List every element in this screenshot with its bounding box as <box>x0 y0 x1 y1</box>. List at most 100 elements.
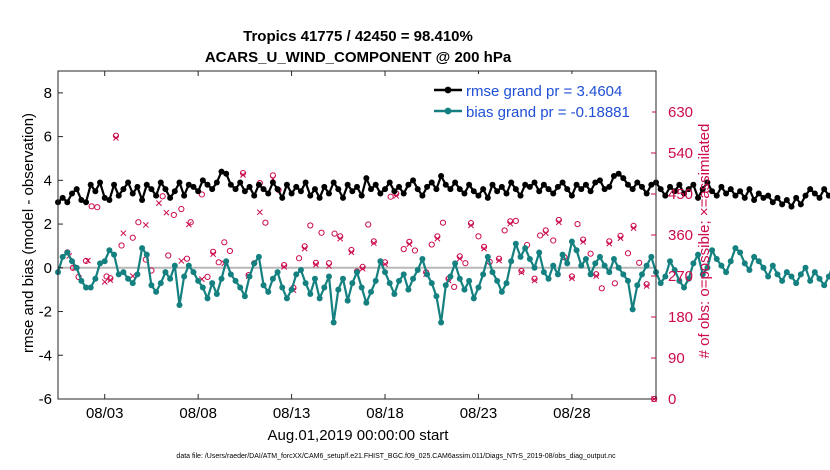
obs-possible-point <box>118 242 125 249</box>
obs-assimilated-point <box>593 273 600 279</box>
rmse-point <box>624 181 631 188</box>
bias-point <box>816 275 823 282</box>
bias-point <box>536 249 543 256</box>
rmse-point <box>227 181 234 188</box>
rmse-point <box>185 181 192 188</box>
rmse-point <box>269 179 276 186</box>
y-tick-label: 4 <box>44 172 52 189</box>
bias-point <box>447 273 454 280</box>
obs-possible-point <box>226 247 234 255</box>
rmse-point <box>260 186 267 193</box>
rmse-point <box>755 190 762 197</box>
bias-point <box>723 269 730 276</box>
rmse-point <box>64 199 71 206</box>
obs-assimilated-point <box>112 135 119 141</box>
obs-possible-point <box>550 237 557 244</box>
bias-point <box>774 271 781 278</box>
rmse-point <box>246 183 253 190</box>
obs-assimilated-stroke <box>406 241 413 248</box>
bias-point <box>690 260 697 267</box>
obs-possible-point <box>312 259 319 266</box>
obs-assimilated-point <box>456 255 463 262</box>
bias-point <box>167 275 174 282</box>
bias-point <box>218 275 225 282</box>
bias-point <box>512 240 519 247</box>
rmse-point <box>480 186 487 193</box>
rmse-point <box>489 181 496 188</box>
obs-assimilated-stroke <box>518 269 525 276</box>
rmse-point <box>396 183 403 190</box>
bias-point <box>279 284 286 291</box>
bias-point <box>87 284 94 291</box>
bias-point <box>157 280 164 287</box>
obs-possible-point <box>451 283 458 291</box>
obs-assimilated-point <box>542 230 549 237</box>
bias-point <box>115 271 122 278</box>
rmse-point <box>522 181 529 188</box>
bias-point <box>793 280 800 287</box>
obs-assimilated-stroke <box>155 200 162 207</box>
legend-bias-label: bias grand pr = -0.18881 <box>466 104 630 121</box>
rmse-point <box>606 183 613 190</box>
rmse-point <box>363 175 370 182</box>
rmse-point <box>573 181 580 188</box>
right-tick-label: 360 <box>668 227 693 244</box>
bias-point <box>73 264 80 271</box>
rmse-point <box>508 179 515 186</box>
obs-assimilated-stroke <box>312 261 319 268</box>
rmse-point <box>517 192 524 199</box>
obs-assimilated-point <box>107 277 114 284</box>
rmse-point <box>232 186 239 193</box>
rmse-point <box>452 179 459 186</box>
obs-assimilated-point <box>568 275 575 282</box>
bias-point <box>718 262 725 269</box>
x-tick-label: 08/08 <box>179 405 217 422</box>
rmse-point <box>634 179 641 186</box>
bias-point <box>587 271 594 278</box>
rmse-point <box>199 177 206 184</box>
obs-assimilated-point <box>434 235 441 242</box>
rmse-point <box>405 181 412 188</box>
rmse-point <box>223 170 230 177</box>
obs-assimilated-stroke <box>580 238 587 245</box>
y-tick-label: 2 <box>44 216 52 233</box>
rmse-point <box>793 194 800 201</box>
bias-point <box>410 275 417 282</box>
obs-possible-point <box>204 273 211 281</box>
right-axis-label: # of obs: o=possible; ×=assimilated <box>696 124 713 359</box>
rmse-point <box>447 186 454 193</box>
bias-point <box>503 280 510 287</box>
obs-assimilated-stroke <box>240 171 246 178</box>
rmse-point <box>769 199 776 206</box>
left-axis-ticks: -6 -4 -2 0 2 4 6 8 <box>39 85 63 408</box>
obs-assimilated-point <box>370 240 377 247</box>
bias-point <box>69 258 76 265</box>
right-tick-label: 540 <box>668 145 693 162</box>
bias-point <box>232 277 239 284</box>
bias-point <box>489 269 496 276</box>
bias-point <box>344 297 351 304</box>
obs-possible-point <box>598 285 605 292</box>
bias-point <box>354 269 360 276</box>
obs-assimilated-stroke <box>84 257 91 264</box>
bias-point <box>321 284 328 291</box>
rmse-point <box>821 186 828 193</box>
obs-assimilated-stroke <box>120 230 127 237</box>
bias-point <box>751 253 758 260</box>
bias-point <box>685 275 692 282</box>
bias-point <box>760 264 767 271</box>
rmse-point <box>704 179 711 186</box>
rmse-point <box>139 197 146 204</box>
rmse-point <box>718 183 725 190</box>
rmse-point <box>559 179 566 186</box>
rmse-point <box>400 190 407 197</box>
rmse-point <box>237 179 244 186</box>
obs-possible-point <box>439 219 447 226</box>
bias-point <box>171 262 178 269</box>
bias-point <box>769 262 776 269</box>
obs-possible-point <box>269 172 277 179</box>
bias-point <box>498 288 505 295</box>
rmse-point <box>746 186 753 193</box>
obs-assimilated-point <box>185 221 192 228</box>
